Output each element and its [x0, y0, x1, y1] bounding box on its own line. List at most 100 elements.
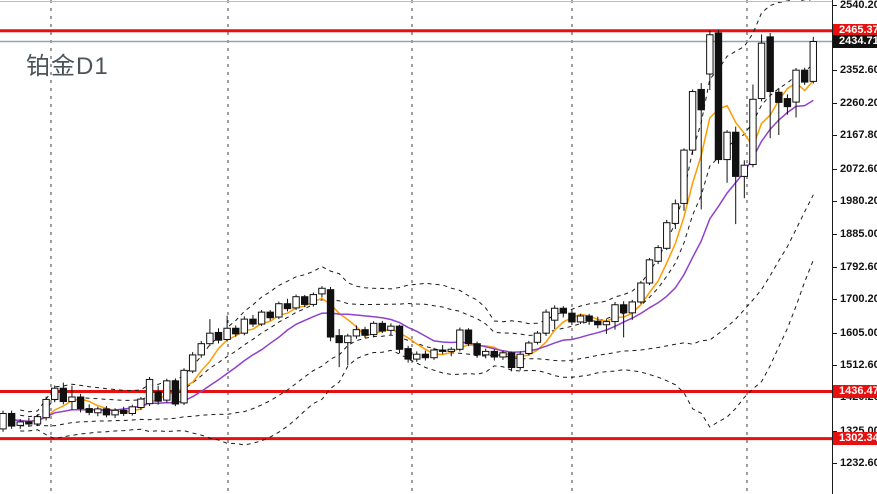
candle-body-bullish: [145, 378, 154, 405]
candle-body-bullish: [628, 301, 636, 314]
axis-tick-mark: [833, 135, 837, 137]
candlestick-plot-area[interactable]: [0, 0, 832, 494]
candle-body-bearish: [714, 32, 723, 161]
candle: [163, 378, 171, 403]
axis-tick-label: 1700.20: [840, 293, 877, 306]
candle: [275, 301, 283, 320]
candle: [714, 30, 723, 164]
axis-tick-label: 1232.60: [840, 457, 877, 470]
candles-layer[interactable]: [0, 30, 817, 432]
vertical-gridlines: [50, 0, 748, 494]
candle: [663, 219, 671, 251]
candle-body-bullish: [257, 311, 266, 325]
axis-tick-mark: [833, 70, 837, 72]
candle-body-bearish: [154, 391, 162, 402]
candle-body-bullish: [180, 369, 188, 404]
candle-body-bearish: [232, 327, 240, 335]
candle-body-bearish: [361, 329, 369, 336]
candle-body-bearish: [732, 131, 740, 177]
candle-body-bearish: [214, 331, 223, 341]
candle-body-bullish: [128, 406, 137, 414]
candle-body-bearish: [283, 303, 292, 310]
candle-body-bullish: [516, 353, 524, 369]
candle-body-bullish: [482, 350, 490, 356]
candle: [628, 299, 636, 320]
candle-body-bullish: [0, 412, 7, 430]
candle: [732, 126, 740, 225]
candle: [318, 286, 326, 298]
candle: [542, 309, 550, 336]
chart-canvas[interactable]: [0, 0, 832, 494]
candle: [102, 406, 111, 418]
candle: [188, 352, 197, 374]
candle: [680, 148, 688, 211]
axis-tick-label: 1980.20: [840, 194, 877, 207]
candle: [119, 406, 128, 416]
candle-body-bearish: [171, 380, 180, 405]
candle-body-bullish: [309, 294, 318, 305]
candle-body-bullish: [533, 332, 542, 343]
axis-tick-label: 2352.60: [840, 64, 877, 77]
axis-tick-mark: [833, 266, 837, 268]
candle-body-bullish: [456, 329, 464, 350]
candle: [352, 325, 361, 339]
bollinger-lower-band-2: [20, 260, 814, 446]
candle-body-bullish: [757, 42, 766, 100]
candle: [783, 94, 792, 115]
candle-body-bullish: [550, 307, 559, 321]
candle: [180, 368, 188, 406]
candle-body-bullish: [749, 98, 757, 165]
candle: [128, 404, 137, 416]
axis-tick-label: 1792.60: [840, 260, 877, 273]
candle: [266, 310, 274, 321]
candle: [413, 351, 421, 362]
candle-body-bullish: [292, 296, 300, 309]
candle-body-bearish: [766, 36, 774, 93]
candle-body-bullish: [275, 303, 283, 318]
candle-body-bullish: [42, 398, 50, 419]
candle-body-bullish: [671, 203, 680, 224]
candle: [568, 309, 576, 326]
candle: [292, 294, 300, 311]
candle-body-bearish: [800, 69, 809, 83]
candle: [697, 83, 705, 210]
candle: [85, 404, 93, 416]
candle: [16, 419, 24, 429]
candle: [602, 319, 611, 334]
candle-body-bullish: [188, 354, 197, 372]
candle: [7, 410, 16, 429]
candle: [576, 313, 585, 325]
candle: [723, 130, 731, 183]
price-axis[interactable]: 2540.20 2352.60 2260.20 2167.80 2072.60 1980.…: [832, 0, 877, 494]
axis-tick-mark: [833, 463, 837, 465]
candle: [516, 351, 524, 371]
candle: [473, 341, 481, 358]
candle: [197, 340, 205, 358]
candle: [59, 382, 68, 405]
candle-body-bullish: [430, 349, 438, 359]
candle: [326, 286, 335, 342]
ma-fast-line-layer: [11, 80, 814, 423]
bollinger-lower-band-1: [20, 194, 814, 427]
candle-body-bearish: [266, 311, 274, 319]
candle: [111, 408, 119, 419]
candle-body-bullish: [499, 352, 507, 358]
candle-body-bearish: [59, 387, 68, 403]
candle-body-bullish: [352, 329, 361, 337]
candle: [757, 34, 766, 102]
axis-tick-mark: [833, 364, 837, 366]
candle: [257, 310, 266, 327]
candle-body-bullish: [706, 34, 714, 75]
candle-body-bearish: [85, 408, 93, 413]
candle: [637, 280, 645, 305]
candle: [42, 396, 50, 421]
candle-body-bearish: [25, 421, 33, 425]
candle: [283, 298, 292, 312]
candle: [594, 316, 602, 329]
candle: [654, 245, 662, 265]
candle: [611, 301, 619, 330]
candle: [51, 385, 59, 403]
axis-tick-mark: [833, 299, 837, 301]
candle: [214, 328, 223, 344]
